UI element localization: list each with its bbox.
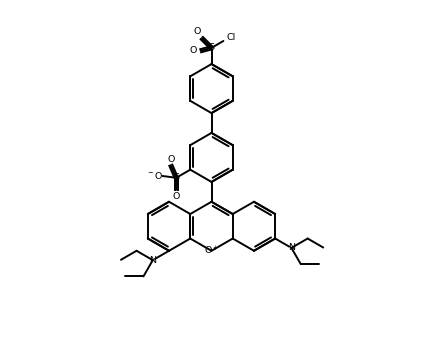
Text: O: O (167, 155, 175, 164)
Text: O: O (173, 192, 180, 201)
Text: O: O (189, 46, 196, 55)
Text: Cl: Cl (227, 33, 236, 42)
Text: S: S (209, 44, 214, 52)
Text: O$^+$: O$^+$ (203, 245, 220, 257)
Text: N: N (288, 243, 295, 252)
Text: N: N (149, 256, 157, 264)
Text: $^-$O: $^-$O (146, 171, 163, 182)
Text: S: S (173, 173, 179, 182)
Text: O: O (193, 27, 201, 37)
